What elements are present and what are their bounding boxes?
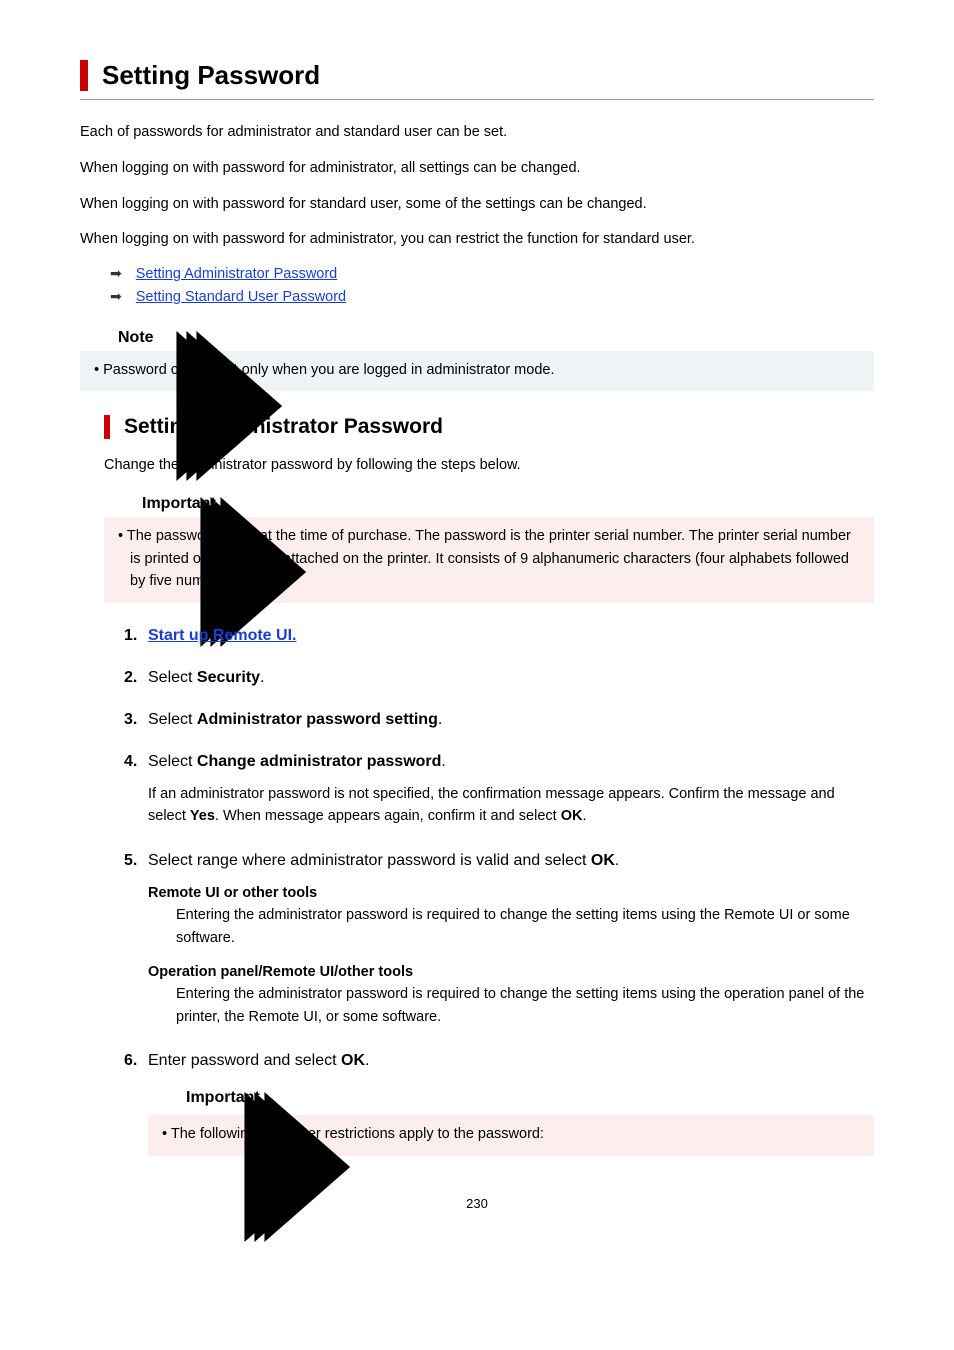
step-6-bold: OK	[341, 1052, 365, 1069]
step-2-number	[124, 669, 148, 687]
step-3-pre: Select	[148, 711, 197, 728]
intro-para-1: Each of passwords for administrator and …	[80, 122, 874, 144]
title-rule	[80, 99, 874, 100]
step-5-bold: OK	[591, 852, 615, 869]
step-3-number	[124, 711, 148, 729]
step-4-number	[124, 753, 148, 771]
step-4-text: Select Change administrator password.	[148, 753, 446, 771]
def-term-remote-ui: Remote UI or other tools	[148, 882, 874, 904]
section-admin: Setting Administrator Password Change th…	[80, 415, 874, 1155]
important-1-chevrons-icon	[104, 497, 134, 511]
step-4-pre: Select	[148, 753, 197, 770]
step-2-post: .	[260, 669, 264, 686]
step-4-body: If an administrator password is not spec…	[124, 783, 874, 828]
link-setting-admin-password[interactable]: Setting Administrator Password	[136, 266, 337, 282]
step-4-post: .	[441, 753, 445, 770]
important-callout-2: Important The following character restri…	[148, 1082, 874, 1155]
page-title: Setting Password	[102, 60, 874, 91]
intro-para-4: When logging on with password for admini…	[80, 229, 874, 251]
step-6-pre: Enter password and select	[148, 1052, 341, 1069]
step-6-post: .	[365, 1052, 369, 1069]
step-3-text: Select Administrator password setting.	[148, 711, 442, 729]
important-2-title: Important	[186, 1086, 260, 1111]
step-5-pre: Select range where administrator passwor…	[148, 852, 591, 869]
section-intro: Change the administrator password by fol…	[104, 455, 874, 477]
link-list: Setting Administrator Password Setting S…	[80, 265, 874, 305]
step-3-bold: Administrator password setting	[197, 711, 438, 728]
step-5-text: Select range where administrator passwor…	[148, 852, 619, 870]
step-2-bold: Security	[197, 669, 260, 686]
step-6-text: Enter password and select OK.	[148, 1052, 369, 1070]
note-item: Password can be set only when you are lo…	[94, 359, 860, 381]
def-desc-operation-panel: Entering the administrator password is r…	[148, 983, 874, 1028]
important-1-item: The password is set at the time of purch…	[118, 525, 860, 592]
step-5-body: Remote UI or other tools Entering the ad…	[124, 882, 874, 1029]
note-header: Note	[80, 325, 874, 351]
step-4-body-e: .	[582, 808, 586, 824]
important-1-title: Important	[142, 495, 216, 513]
important-callout-1: Important The password is set at the tim…	[104, 491, 874, 602]
step-1-number	[124, 627, 148, 645]
note-title: Note	[118, 329, 154, 347]
section-title-wrap: Setting Administrator Password	[104, 415, 874, 439]
page-title-wrap: Setting Password	[80, 60, 874, 91]
link-item-standard: Setting Standard User Password	[110, 288, 874, 305]
def-desc-remote-ui: Entering the administrator password is r…	[148, 904, 874, 949]
important-2-chevrons-icon	[148, 1092, 178, 1106]
link-setting-standard-password[interactable]: Setting Standard User Password	[136, 289, 346, 305]
step-4-bold: Change administrator password	[197, 753, 442, 770]
intro-para-2: When logging on with password for admini…	[80, 158, 874, 180]
note-chevrons-icon	[80, 331, 110, 345]
step-1: Start up Remote UI.	[124, 627, 874, 645]
step-5-post: .	[615, 852, 619, 869]
important-2-header: Important	[148, 1082, 874, 1115]
important-1-header: Important	[104, 491, 874, 517]
step-2: Select Security.	[124, 669, 874, 687]
step-6-body: Important The following character restri…	[124, 1082, 874, 1155]
step-4-body-c: . When message appears again, confirm it…	[215, 808, 561, 824]
page-container: Setting Password Each of passwords for a…	[0, 0, 954, 1251]
def-term-operation-panel: Operation panel/Remote UI/other tools	[148, 961, 874, 983]
section-title: Setting Administrator Password	[124, 415, 874, 439]
step-3: Select Administrator password setting.	[124, 711, 874, 729]
important-2-item: The following character restrictions app…	[162, 1123, 860, 1145]
steps-list: Start up Remote UI. Select Security. Sel…	[104, 627, 874, 1156]
step-6: Enter password and select OK. Important	[124, 1052, 874, 1155]
step-5: Select range where administrator passwor…	[124, 852, 874, 1029]
intro-para-3: When logging on with password for standa…	[80, 194, 874, 216]
step-4-body-d: OK	[561, 808, 583, 824]
step-2-text: Select Security.	[148, 669, 265, 687]
important-1-body: The password is set at the time of purch…	[104, 517, 874, 602]
link-item-admin: Setting Administrator Password	[110, 265, 874, 282]
step-4-body-b: Yes	[190, 808, 215, 824]
step-5-number	[124, 852, 148, 870]
step-2-pre: Select	[148, 669, 197, 686]
note-callout: Note Password can be set only when you a…	[80, 325, 874, 391]
step-3-post: .	[438, 711, 442, 728]
step-4: Select Change administrator password. If…	[124, 753, 874, 828]
link-start-remote-ui[interactable]: Start up Remote UI.	[148, 627, 296, 644]
step-6-number	[124, 1052, 148, 1070]
